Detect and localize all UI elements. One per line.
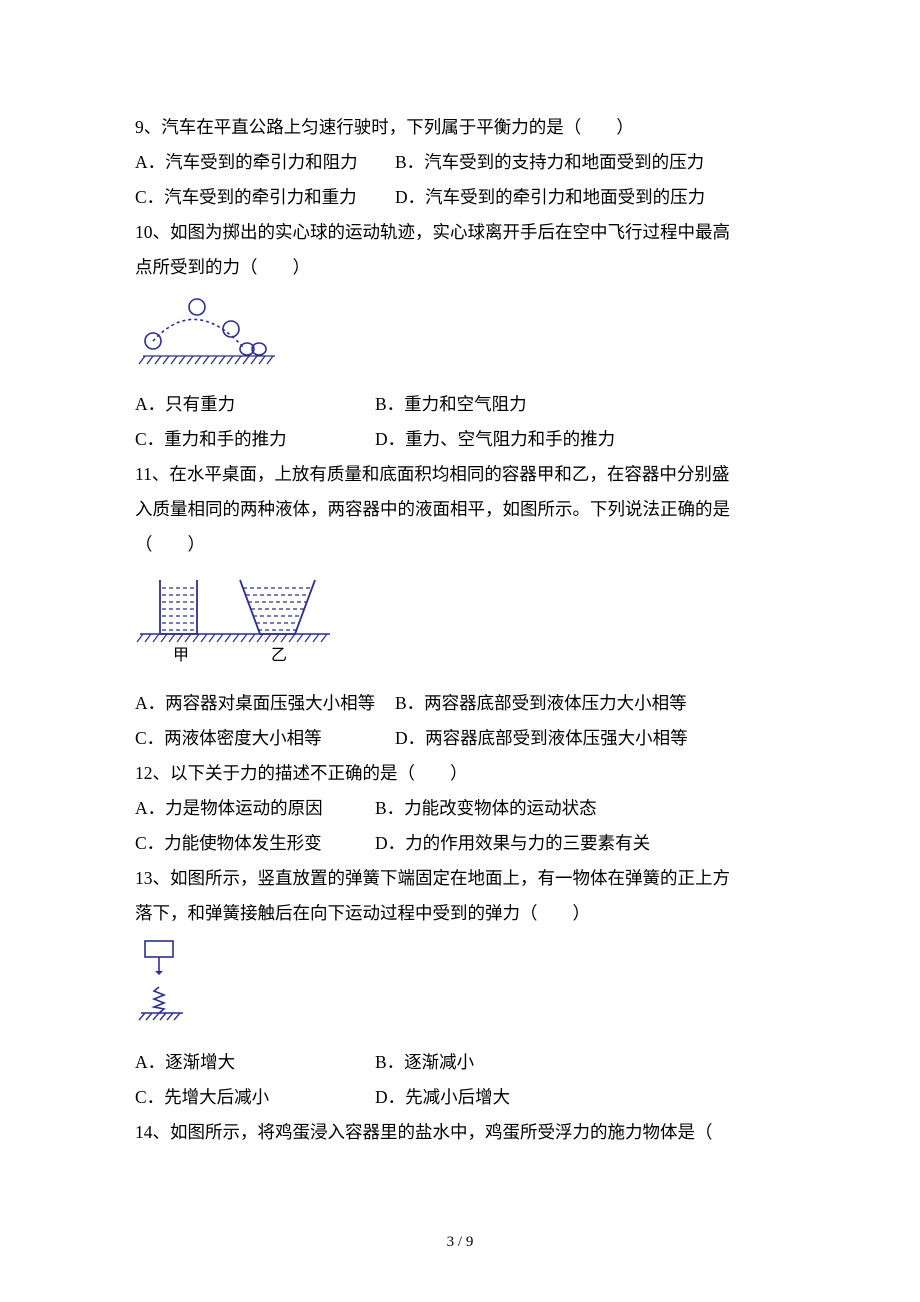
q13-stem-1: 13、如图所示，竖直放置的弹簧下端固定在地面上，有一物体在弹簧的正上方 [135, 861, 785, 896]
q12-stem: 12、以下关于力的描述不正确的是（ ） [135, 756, 785, 791]
q9-opt-b: B．汽车受到的支持力和地面受到的压力 [395, 152, 704, 172]
q11-figure: 甲 乙 [135, 568, 785, 680]
page-number: 3 / 9 [135, 1227, 785, 1257]
q9-opt-c: C．汽车受到的牵引力和重力 [135, 187, 357, 207]
q11-opt-a: A．两容器对桌面压强大小相等 [135, 693, 375, 713]
q13-opt-c: C．先增大后减小 [135, 1087, 269, 1107]
q12-opt-b: B．力能改变物体的运动状态 [375, 798, 597, 818]
q11-opt-c: C．两液体密度大小相等 [135, 728, 322, 748]
q11-stem-3: （ ） [135, 527, 785, 562]
q12-opt-d: D．力的作用效果与力的三要素有关 [375, 833, 650, 853]
q11-label-a: 甲 [173, 647, 189, 664]
q11-opt-b: B．两容器底部受到液体压力大小相等 [395, 693, 687, 713]
q13-figure [135, 937, 785, 1039]
q11-stem-2: 入质量相同的两种液体，两容器中的液面相平，如图所示。下列说法正确的是 [135, 492, 785, 527]
q11-opt-d: D．两容器底部受到液体压强大小相等 [395, 728, 688, 748]
q10-stem-2: 点所受到的力（ ） [135, 250, 785, 285]
q13-opt-b: B．逐渐减小 [375, 1052, 474, 1072]
q10-figure [135, 291, 785, 381]
q9-stem: 9、汽车在平直公路上匀速行驶时，下列属于平衡力的是（ ） [135, 110, 785, 145]
q10-opt-c: C．重力和手的推力 [135, 429, 287, 449]
q12-opt-a: A．力是物体运动的原因 [135, 798, 323, 818]
q11-label-b: 乙 [271, 647, 287, 664]
q12-opt-c: C．力能使物体发生形变 [135, 833, 322, 853]
q9-opt-d: D．汽车受到的牵引力和地面受到的压力 [395, 187, 705, 207]
q10-opt-a: A．只有重力 [135, 394, 235, 414]
q13-opt-d: D．先减小后增大 [375, 1087, 510, 1107]
q10-opt-b: B．重力和空气阻力 [375, 394, 527, 414]
q9-opt-a: A．汽车受到的牵引力和阻力 [135, 152, 358, 172]
q13-opt-a: A．逐渐增大 [135, 1052, 235, 1072]
q11-stem-1: 11、在水平桌面，上放有质量和底面积均相同的容器甲和乙，在容器中分别盛 [135, 457, 785, 492]
q13-stem-2: 落下，和弹簧接触后在向下运动过程中受到的弹力（ ） [135, 896, 785, 931]
q14-stem: 14、如图所示，将鸡蛋浸入容器里的盐水中，鸡蛋所受浮力的施力物体是（ [135, 1115, 785, 1150]
q10-opt-d: D．重力、空气阻力和手的推力 [375, 429, 615, 449]
q10-stem-1: 10、如图为掷出的实心球的运动轨迹，实心球离开手后在空中飞行过程中最高 [135, 215, 785, 250]
